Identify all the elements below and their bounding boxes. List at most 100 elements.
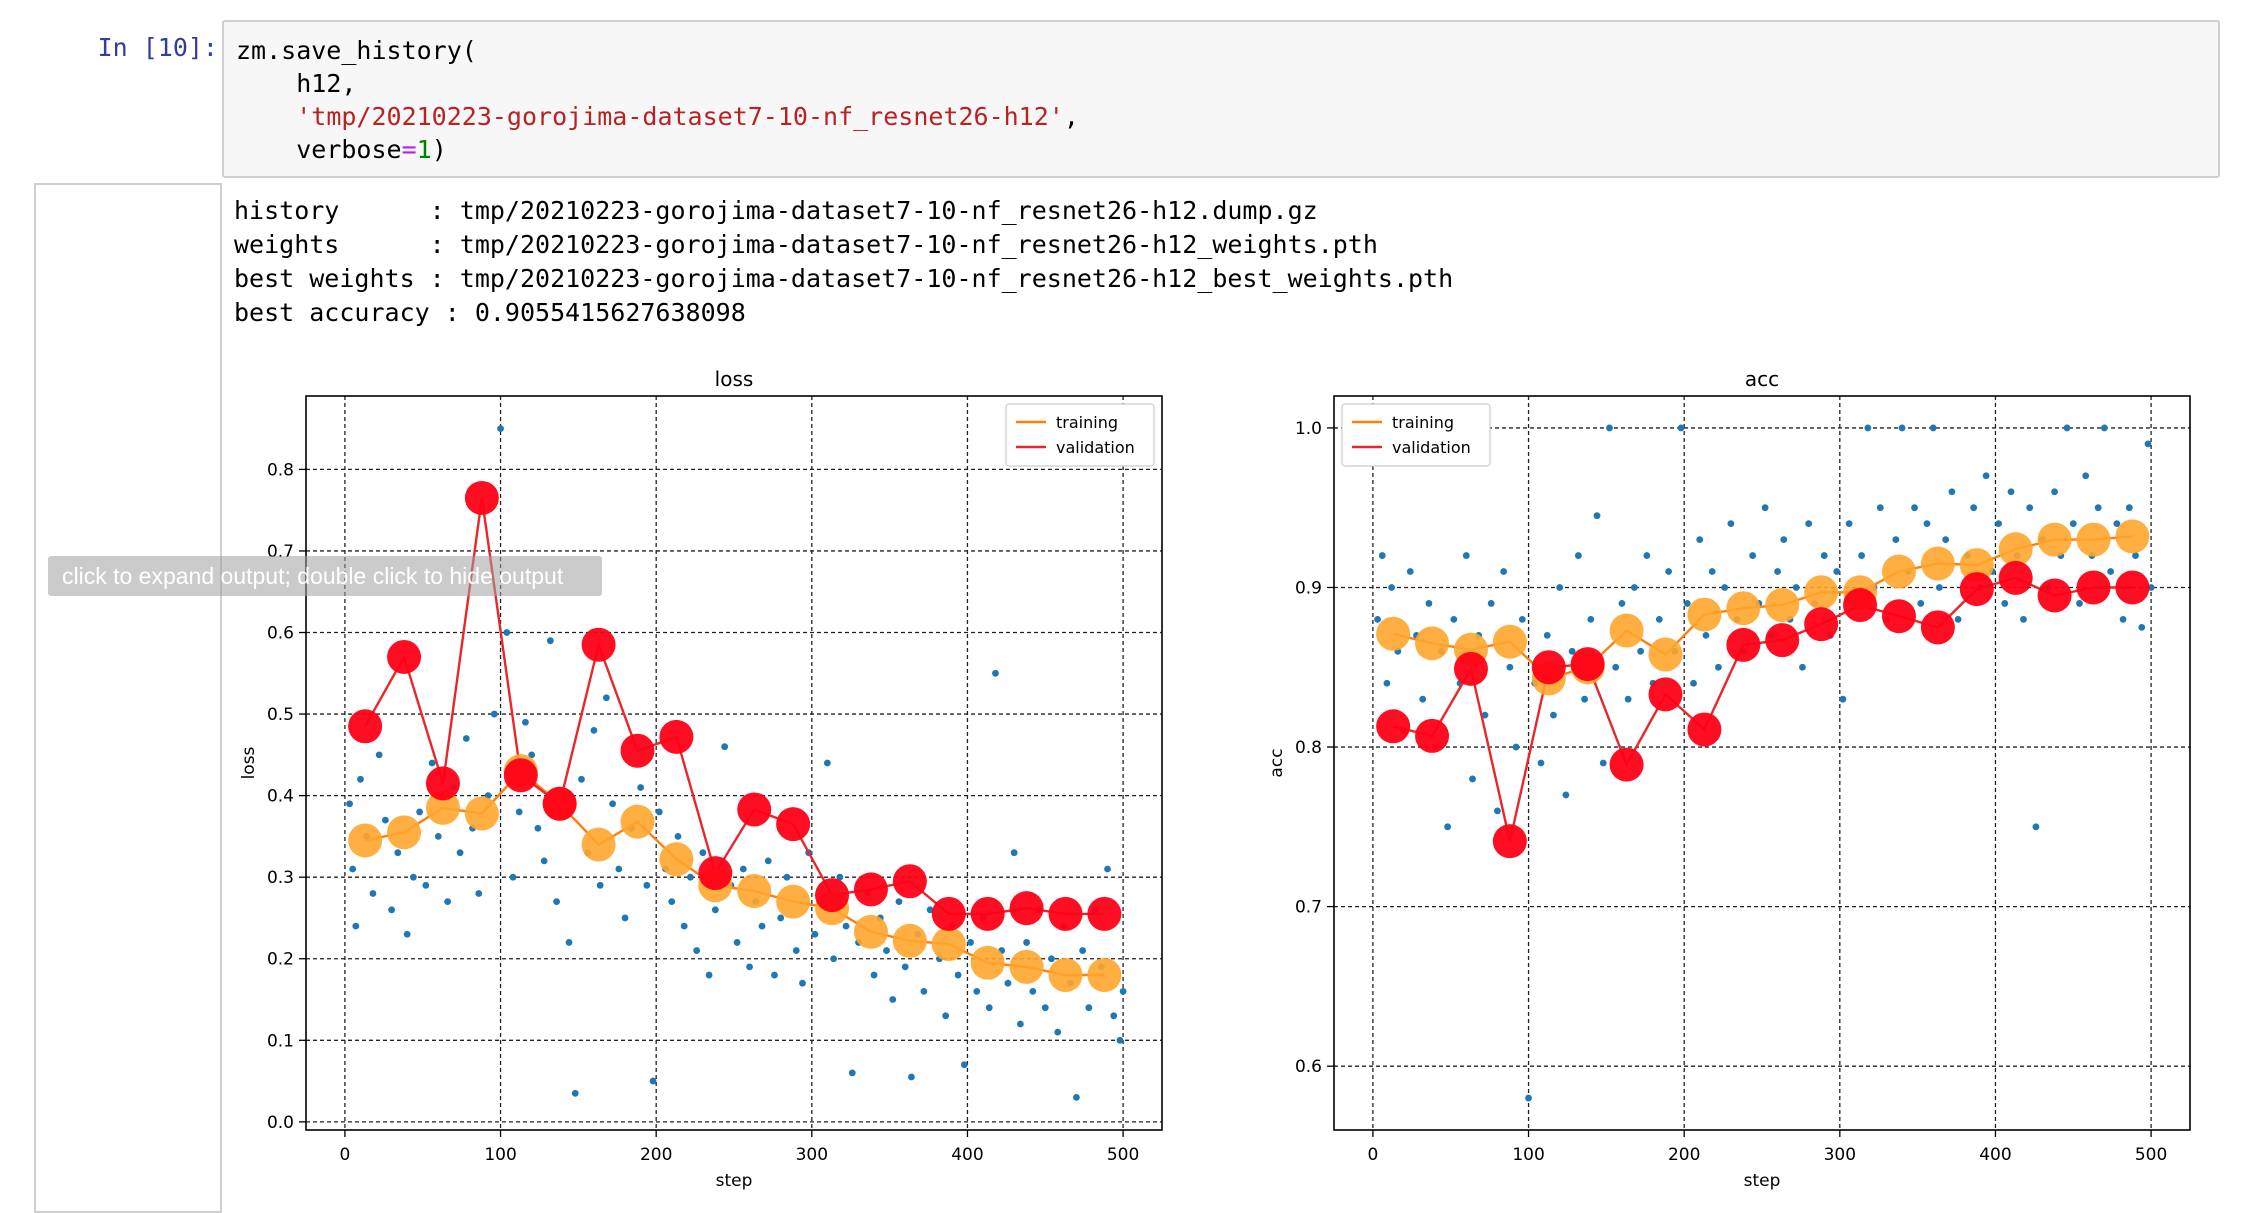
scatter-point [1041, 1004, 1049, 1012]
scatter-point [1683, 600, 1691, 607]
scatter-point [1833, 568, 1841, 575]
x-axis-label: step [1744, 1171, 1781, 1191]
x-tick-label: 100 [484, 1145, 516, 1165]
validation-marker [2076, 570, 2111, 605]
training-marker [620, 804, 655, 839]
plot-area [306, 396, 1162, 1130]
scatter-point [771, 971, 778, 979]
scatter-point [462, 735, 470, 742]
scatter-point [1942, 536, 1950, 544]
validation-marker [970, 896, 1005, 931]
training-marker [581, 827, 616, 862]
scatter-point [811, 930, 819, 938]
legend-training-label: training [1056, 413, 1118, 432]
output-collapser[interactable] [34, 183, 222, 1213]
scatter-point [1419, 695, 1427, 703]
scatter-point [1665, 568, 1673, 575]
scatter-point [1444, 823, 1452, 831]
y-tick-label: 0.8 [267, 460, 294, 480]
scatter-point [705, 971, 713, 979]
scatter-point [1004, 979, 1012, 987]
scatter-point [1805, 520, 1813, 528]
scatter-point [883, 947, 890, 954]
code-line-1: zm.save_history( [236, 36, 477, 65]
scatter-point [615, 865, 623, 873]
x-tick-label: 100 [1512, 1145, 1544, 1165]
scatter-point [870, 971, 878, 979]
plot-frame [1333, 395, 2191, 1131]
scatter-point [1936, 584, 1943, 591]
scatter-point [1624, 695, 1632, 703]
scatter-point [1690, 679, 1697, 687]
scatter-point [1550, 711, 1557, 719]
scatter-point [503, 629, 511, 636]
scatter-point [2138, 623, 2146, 631]
scatter-point [416, 808, 424, 816]
scatter-point [528, 751, 536, 759]
scatter-point [973, 987, 981, 995]
scatter-point [848, 1069, 856, 1077]
scatter-point [1574, 552, 1582, 559]
training-marker [1609, 613, 1644, 648]
scatter-point [1858, 552, 1866, 559]
scatter-point [1388, 584, 1395, 591]
training-marker [2037, 522, 2072, 557]
training-marker [1959, 548, 1994, 583]
scatter-point [1606, 424, 1613, 432]
scatter-point [394, 849, 402, 857]
scatter-point [1792, 584, 1800, 591]
scatter-point [2020, 615, 2027, 623]
cell-stdout: history : tmp/20210223-gorojima-dataset7… [234, 194, 1453, 330]
y-tick-label: 0.8 [1295, 738, 1322, 758]
scatter-point [1643, 552, 1651, 559]
code-cell-input[interactable]: zm.save_history( h12, 'tmp/20210223-goro… [222, 20, 2220, 178]
y-axis-label: acc [1267, 748, 1287, 777]
scatter-point [1085, 1004, 1093, 1012]
y-tick-label: 0.0 [267, 1113, 294, 1133]
scatter-point [475, 890, 483, 897]
scatter-point [746, 963, 753, 971]
x-tick-label: 0 [339, 1145, 350, 1165]
y-tick-label: 1.0 [1295, 419, 1322, 439]
scatter-point [792, 947, 800, 954]
training-marker [737, 874, 772, 909]
chart-title: acc [1745, 367, 1779, 391]
scatter-point [1917, 600, 1925, 607]
scatter-point [1406, 568, 1414, 575]
x-tick-label: 400 [951, 1145, 983, 1165]
training-marker [892, 923, 927, 958]
scatter-point [352, 922, 360, 930]
scatter-point [643, 881, 651, 889]
code-editor[interactable]: zm.save_history( h12, 'tmp/20210223-goro… [236, 36, 1079, 164]
x-axis-label: step [716, 1171, 753, 1191]
validation-marker [1726, 627, 1761, 662]
scatter-point [842, 922, 850, 930]
scatter-point [2144, 440, 2152, 448]
legend-box [1005, 403, 1155, 467]
scatter-point [1537, 759, 1545, 767]
scatter-point [590, 726, 598, 734]
scatter-point [540, 857, 548, 865]
training-marker [1726, 591, 1761, 626]
training-marker [1998, 532, 2033, 567]
legend-training-label: training [1392, 413, 1454, 432]
validation-marker [931, 896, 966, 931]
scatter-point [1079, 947, 1087, 954]
scatter-point [2032, 823, 2040, 831]
validation-marker [1843, 588, 1878, 623]
validation-marker [1531, 650, 1566, 685]
scatter-point [2026, 504, 2034, 512]
scatter-point [1543, 631, 1551, 639]
scatter-point [1462, 552, 1470, 559]
validation-marker [2037, 578, 2072, 613]
training-marker [1492, 624, 1527, 659]
x-tick-label: 400 [1979, 1145, 2011, 1165]
scatter-point [1500, 568, 1508, 575]
scatter-point [823, 759, 831, 767]
scatter-point [1721, 584, 1729, 591]
scatter-point [1425, 600, 1433, 607]
scatter-point [2001, 600, 2009, 607]
scatter-point [403, 930, 411, 938]
scatter-point [1023, 939, 1030, 946]
scatter-point [534, 824, 542, 832]
